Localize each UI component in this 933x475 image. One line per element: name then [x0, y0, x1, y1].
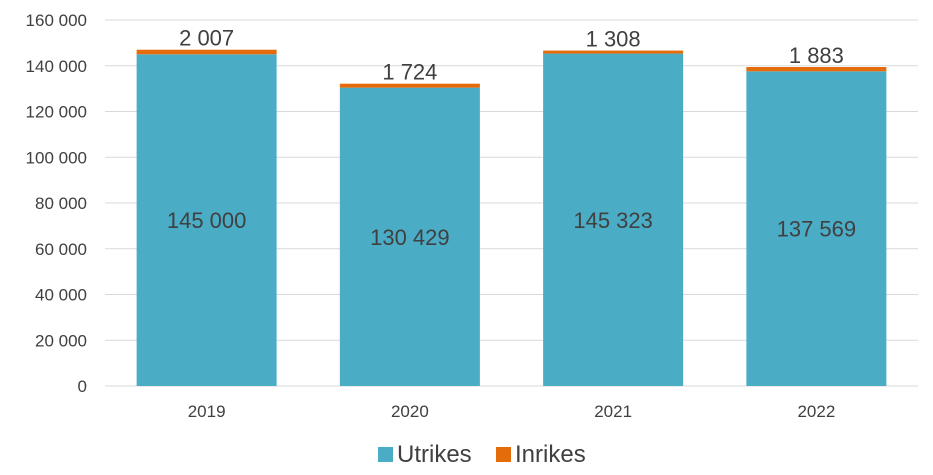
data-label-inrikes-2019: 2 007: [179, 26, 234, 51]
data-label-inrikes-2021: 1 308: [586, 27, 641, 52]
y-tick-label: 60 000: [35, 240, 87, 259]
x-tick-label: 2021: [594, 402, 632, 421]
data-label-utrikes-2019: 145 000: [167, 208, 247, 233]
y-axis-tick-labels: 0 20 000 40 000 60 000 80 000 100 000 120 000 1…: [26, 11, 87, 396]
x-tick-label: 2019: [188, 402, 226, 421]
y-tick-label: 80 000: [35, 194, 87, 213]
y-tick-label: 120 000: [26, 103, 87, 122]
y-tick-label: 100 000: [26, 148, 87, 167]
legend-label-utrikes: Utrikes: [397, 441, 472, 468]
data-label-utrikes-2021: 145 323: [573, 208, 653, 233]
legend-swatch-utrikes: [378, 447, 393, 462]
legend-swatch-inrikes: [496, 447, 511, 462]
bar-inrikes-2021: [543, 50, 684, 54]
bars: [136, 49, 887, 386]
bar-utrikes-2020: [339, 87, 480, 386]
legend-label-inrikes: Inrikes: [515, 441, 586, 468]
bar-utrikes-2022: [746, 71, 887, 386]
x-tick-label: 2022: [797, 402, 835, 421]
x-tick-label: 2020: [391, 402, 429, 421]
data-label-inrikes-2022: 1 883: [789, 43, 844, 68]
bar-inrikes-2022: [746, 67, 887, 72]
y-tick-label: 0: [78, 377, 87, 396]
data-label-utrikes-2020: 130 429: [370, 225, 450, 250]
bar-utrikes-2021: [543, 53, 684, 386]
y-tick-label: 40 000: [35, 286, 87, 305]
legend: Utrikes Inrikes: [378, 441, 586, 468]
x-axis-tick-labels: 2019 2020 2021 2022: [188, 402, 836, 421]
data-label-inrikes-2020: 1 724: [382, 60, 437, 85]
y-tick-label: 20 000: [35, 331, 87, 350]
data-labels: 145 000 2 007 130 429 1 724 145 323 1 308 137 …: [167, 26, 856, 250]
bar-utrikes-2019: [136, 54, 277, 386]
data-label-utrikes-2022: 137 569: [777, 217, 857, 242]
bar-inrikes-2020: [339, 83, 480, 88]
y-tick-label: 140 000: [26, 57, 87, 76]
y-tick-label: 160 000: [26, 11, 87, 30]
bar-inrikes-2019: [136, 49, 277, 55]
